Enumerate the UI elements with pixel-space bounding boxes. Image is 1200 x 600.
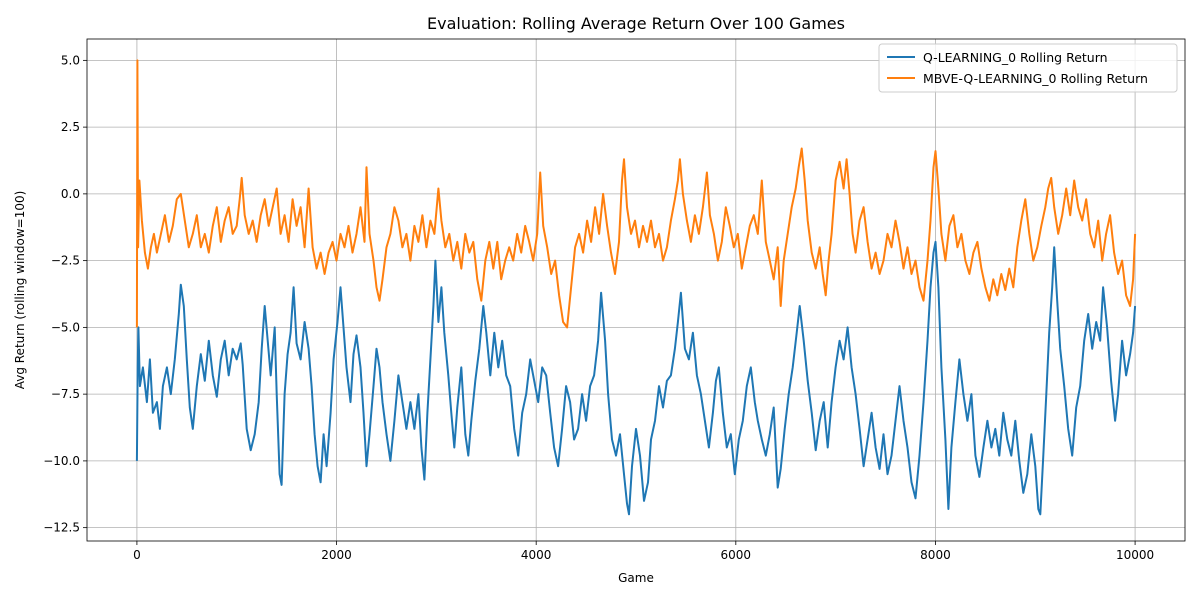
y-tick-label: 2.5 [61,120,80,134]
y-tick-label: 5.0 [61,53,80,67]
y-tick-label: −7.5 [51,387,80,401]
x-tick-label: 0 [133,548,141,562]
y-tick-label: −10.0 [43,454,80,468]
x-tick-label: 2000 [321,548,352,562]
x-tick-label: 8000 [920,548,951,562]
chart-title: Evaluation: Rolling Average Return Over … [427,14,845,33]
series-line-q-learning [135,240,1137,516]
y-tick-label: −5.0 [51,320,80,334]
plot-frame [86,38,1186,542]
x-axis-ticks: 0 2000 4000 6000 8000 10000 [133,541,1154,562]
y-axis-ticks: −12.5 −10.0 −7.5 −5.0 −2.5 0.0 2.5 5.0 [43,53,87,535]
legend-label-q-learning: Q-LEARNING_0 Rolling Return [923,50,1108,65]
legend: Q-LEARNING_0 Rolling Return MBVE-Q-LEARN… [878,43,1178,93]
series-layer [135,59,1137,516]
x-axis-label: Game [618,571,654,585]
x-tick-label: 10000 [1116,548,1154,562]
x-tick-label: 6000 [721,548,752,562]
x-tick-label: 4000 [521,548,552,562]
y-tick-label: −2.5 [51,254,80,268]
legend-label-mbve-q-learning: MBVE-Q-LEARNING_0 Rolling Return [923,71,1148,86]
series-line-mbve-q-learning [135,59,1137,329]
legend-box [878,43,1178,93]
y-tick-label: −12.5 [43,521,80,535]
y-tick-label: 0.0 [61,187,80,201]
y-axis-label: Avg Return (rolling window=100) [13,191,27,390]
